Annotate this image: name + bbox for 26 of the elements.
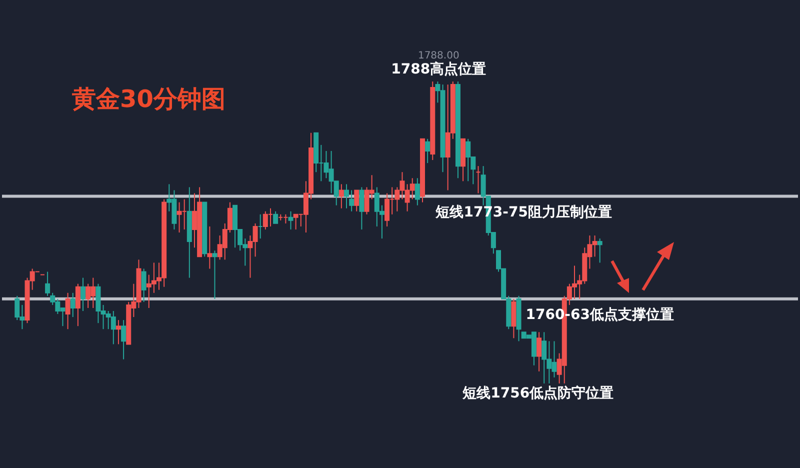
candlestick: [344, 184, 349, 209]
annotation: 1788.00: [418, 50, 460, 62]
candlestick: [212, 250, 218, 300]
candlestick: [121, 320, 126, 360]
candlestick: [80, 277, 86, 312]
candlestick: [349, 190, 354, 212]
annotation: 1788高点位置: [391, 60, 486, 78]
candlestick: [65, 292, 70, 330]
candlestick: [288, 210, 294, 230]
candlestick: [70, 292, 76, 318]
candlestick: [75, 283, 80, 327]
candlestick: [45, 271, 50, 296]
candlestick: [354, 190, 360, 212]
candlestick: [597, 238, 602, 264]
chart-title: 黄金30分钟图: [71, 85, 226, 113]
candlestick: [414, 178, 420, 206]
candlestick: [207, 226, 212, 270]
candlestick: [536, 332, 542, 372]
candlestick: [338, 184, 344, 209]
text: 短线1756低点防守位置: [462, 384, 614, 402]
candlestick: [384, 192, 390, 227]
candlestick: [116, 320, 121, 345]
candlestick: [273, 210, 278, 224]
candlestick: [141, 268, 146, 302]
candlestick: [425, 138, 430, 164]
candlestick: [359, 186, 364, 230]
